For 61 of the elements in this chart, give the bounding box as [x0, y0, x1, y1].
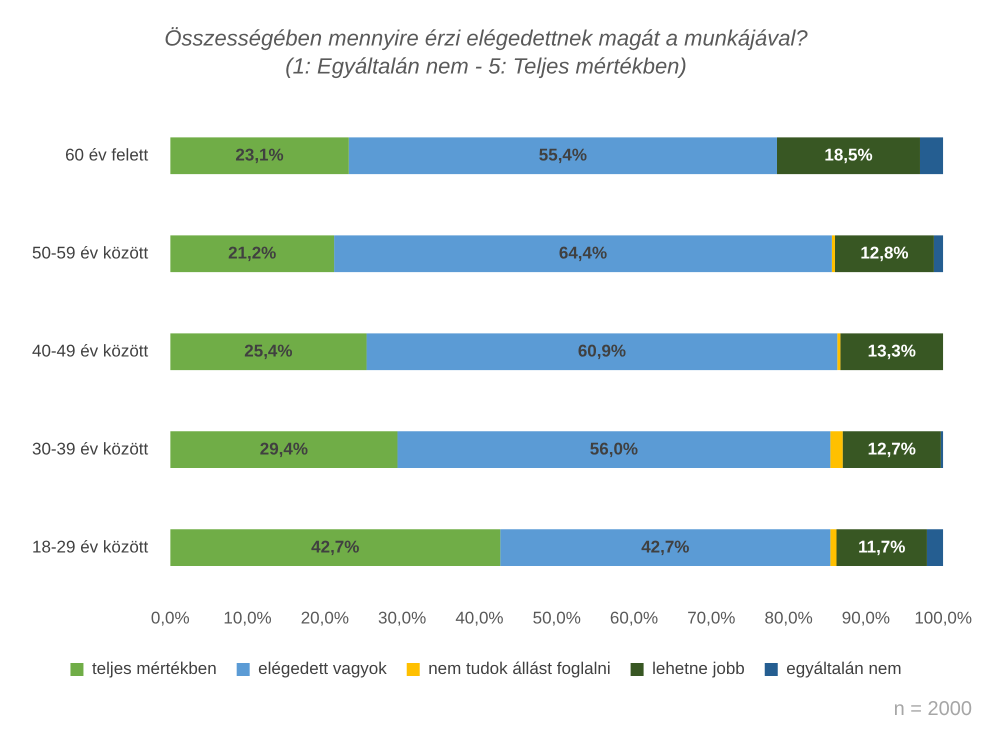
- bar: [842, 431, 941, 468]
- bar: [832, 235, 835, 272]
- x-tick-label: 50,0%: [532, 608, 581, 628]
- x-tick-label: 80,0%: [764, 608, 813, 628]
- data-label: 12,7%: [868, 439, 916, 458]
- x-tick-label: 40,0%: [455, 608, 504, 628]
- bar: [830, 529, 837, 566]
- y-tick-label: 18-29 év között: [32, 537, 148, 556]
- bar: [837, 333, 840, 370]
- legend-label: elégedett vagyok: [258, 659, 388, 678]
- x-tick-label: 90,0%: [842, 608, 890, 628]
- bar: [500, 529, 830, 566]
- bar: [834, 235, 934, 272]
- y-tick-label: 60 év felett: [65, 145, 149, 164]
- bar: [366, 333, 838, 370]
- bar: [170, 235, 334, 272]
- data-label: 23,1%: [235, 145, 284, 164]
- bar: [170, 529, 500, 566]
- data-label: 18,5%: [824, 145, 873, 164]
- data-label: 21,2%: [228, 243, 276, 262]
- x-tick-label: 0,0%: [150, 608, 190, 628]
- bar: [776, 137, 920, 174]
- data-label: 56,0%: [590, 439, 638, 458]
- legend-label: teljes mértékben: [92, 659, 217, 678]
- x-tick-label: 20,0%: [300, 608, 349, 628]
- data-label: 42,7%: [311, 537, 360, 556]
- bar: [334, 235, 832, 272]
- x-tick-label: 70,0%: [687, 608, 736, 628]
- data-label: 12,8%: [860, 243, 909, 262]
- y-tick-label: 30-39 év között: [32, 439, 148, 458]
- x-tick-label: 30,0%: [378, 608, 426, 628]
- bar: [170, 137, 349, 174]
- data-label: 55,4%: [538, 145, 587, 164]
- bar: [840, 333, 944, 370]
- data-label: 64,4%: [558, 243, 608, 262]
- x-tick-label: 10,0%: [223, 608, 272, 628]
- data-label: 25,4%: [244, 341, 292, 360]
- text: n = 2000: [892, 698, 973, 721]
- bar: [926, 529, 944, 566]
- y-tick-label: 40-49 év között: [32, 341, 148, 360]
- x-tick-label: 60,0%: [610, 608, 658, 628]
- bar: [170, 431, 398, 468]
- y-tick-label: 50-59 év között: [32, 243, 148, 262]
- bar: [830, 431, 843, 468]
- bar: [934, 235, 944, 272]
- data-label: 42,7%: [641, 537, 690, 556]
- bar: [348, 137, 777, 174]
- bar: [836, 529, 927, 566]
- legend-label: nem tudok állást foglalni: [428, 659, 611, 678]
- legend-label: egyáltalán nem: [786, 659, 902, 678]
- chart-subtitle: (1: Egyáltalán nem - 5: Teljes mértékben): [285, 54, 687, 79]
- legend-label: lehetne jobb: [652, 659, 745, 678]
- data-label: 29,4%: [260, 439, 308, 458]
- data-label: 13,3%: [868, 341, 916, 360]
- chart-title: Összességében mennyire érzi elégedettnek magát a munkájával?: [164, 25, 808, 50]
- bar: [397, 431, 830, 468]
- bar: [920, 137, 944, 174]
- data-label: 60,9%: [578, 341, 626, 360]
- x-tick-label: 100,0%: [914, 608, 972, 628]
- data-label: 11,7%: [858, 537, 906, 556]
- bar: [170, 333, 367, 370]
